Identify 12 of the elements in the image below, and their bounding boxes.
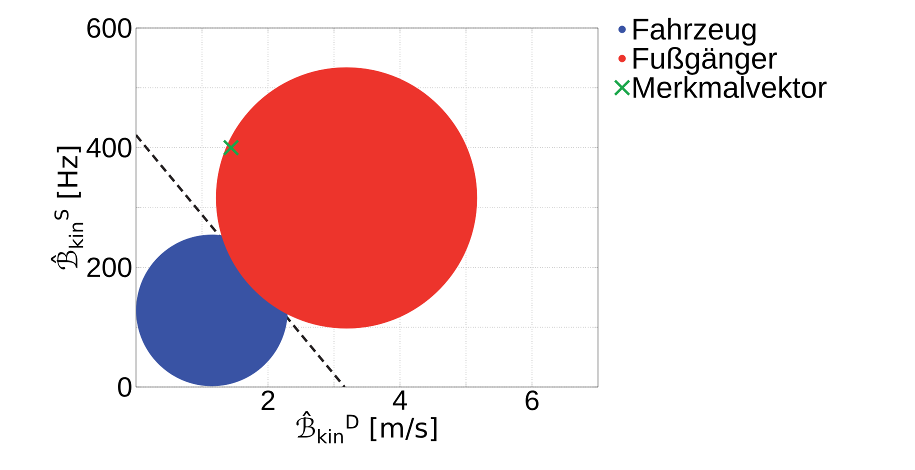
y-tick-label: 200 [87,257,132,278]
y-tick-label: 400 [86,138,132,158]
x-tick-label: 6 [526,390,539,410]
y-axis-title: ℬ̂$_{kin}$$^{S}$ [Hz] [50,146,84,270]
legend-label: Merkmalvektor [634,76,827,98]
legend-label: Fußgänger [634,46,777,75]
x-tick-label: 4 [392,390,407,410]
x-axis-title: ℬ̂$_{kin}$$^{D}$ [m/s] [296,411,436,444]
legend-label: Fahrzeug [634,18,756,46]
y-tick-label: 600 [87,18,132,38]
y-tick-label: 0 [118,377,132,397]
x-tick-label: 2 [262,390,274,410]
